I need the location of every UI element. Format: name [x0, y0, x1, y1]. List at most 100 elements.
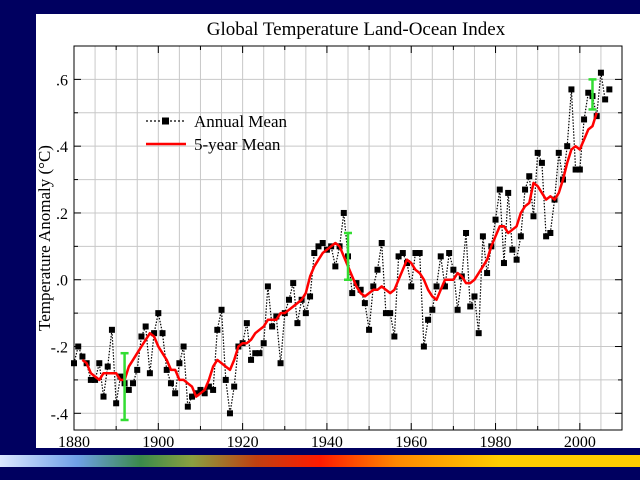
- annual-mean-point: [290, 280, 297, 287]
- annual-mean-point: [172, 390, 179, 397]
- annual-mean-point: [96, 360, 103, 367]
- annual-mean-point: [130, 380, 137, 387]
- x-tick-label: 1920: [227, 434, 259, 451]
- legend-annual-marker: [162, 117, 169, 125]
- annual-mean-point: [222, 376, 229, 383]
- y-axis-label: Temperature Anomaly (°C): [35, 145, 54, 331]
- annual-mean-point: [555, 149, 562, 156]
- annual-mean-point: [534, 149, 541, 156]
- annual-mean-point: [307, 293, 314, 300]
- annual-mean-point: [92, 376, 99, 383]
- annual-mean-point: [547, 229, 554, 236]
- annual-mean-point: [391, 333, 398, 340]
- annual-mean-point: [176, 360, 183, 367]
- y-axis-ticks: -.4 -.2 .0 .2 .4 .6: [51, 72, 622, 423]
- annual-mean-point: [108, 326, 115, 333]
- annual-mean-point: [463, 229, 470, 236]
- annual-mean-point: [404, 260, 411, 267]
- annual-mean-point: [425, 316, 432, 323]
- annual-mean-point: [163, 366, 170, 373]
- x-tick-label: 1980: [480, 434, 512, 451]
- decorative-color-strip: [0, 455, 640, 467]
- annual-mean-point: [446, 250, 453, 257]
- annual-mean-point: [277, 360, 284, 367]
- plot-area-frame: [73, 45, 623, 431]
- y-tick-label: -.2: [51, 340, 68, 357]
- annual-mean-point: [416, 250, 423, 257]
- annual-mean-point: [285, 296, 292, 303]
- annual-mean-point: [581, 116, 588, 123]
- annual-mean-point: [509, 246, 516, 253]
- annual-mean-point: [75, 343, 82, 350]
- error-bars: [120, 78, 597, 422]
- annual-mean-point: [513, 256, 520, 263]
- annual-mean-point: [496, 186, 503, 193]
- annual-mean-point: [378, 240, 385, 247]
- annual-mean-point: [87, 376, 94, 383]
- annual-mean-point: [294, 320, 301, 327]
- legend-annual-label: Annual Mean: [194, 112, 288, 131]
- annual-mean-point: [184, 403, 191, 410]
- annual-mean-point: [146, 370, 153, 377]
- annual-mean-point: [564, 143, 571, 150]
- annual-mean-point: [104, 363, 111, 370]
- annual-mean-point: [471, 293, 478, 300]
- annual-mean-point: [248, 356, 255, 363]
- annual-mean-point: [155, 310, 162, 317]
- annual-mean-point: [226, 410, 233, 417]
- x-tick-label: 1940: [311, 434, 343, 451]
- annual-mean-point: [167, 380, 174, 387]
- annual-mean-point: [437, 253, 444, 260]
- annual-mean-point: [475, 330, 482, 337]
- x-tick-label: 1900: [142, 434, 174, 451]
- annual-mean-point: [100, 393, 107, 400]
- annual-mean-point: [159, 330, 166, 337]
- annual-mean-point: [568, 86, 575, 93]
- annual-mean-point: [197, 386, 204, 393]
- annual-mean-point: [572, 166, 579, 173]
- annual-mean-point: [218, 306, 225, 313]
- annual-mean-point: [231, 383, 238, 390]
- annual-mean-point: [332, 263, 339, 270]
- annual-mean-point: [576, 166, 583, 173]
- annual-mean-point: [189, 393, 196, 400]
- annual-mean-point: [412, 250, 419, 257]
- annual-mean-point: [340, 209, 347, 216]
- annual-mean-point: [454, 306, 461, 313]
- y-tick-label: .6: [56, 72, 68, 89]
- annual-mean-point: [602, 96, 609, 103]
- annual-mean-point: [311, 250, 318, 257]
- annual-mean-point: [142, 323, 149, 330]
- five-year-mean-line: [81, 112, 598, 398]
- annual-mean-point: [597, 69, 604, 76]
- annual-mean-point: [243, 320, 250, 327]
- annual-mean-point: [138, 333, 145, 340]
- annual-mean-point: [387, 310, 394, 317]
- annual-mean-point: [492, 216, 499, 223]
- annual-mean-point: [214, 326, 221, 333]
- annual-mean-point: [484, 270, 491, 277]
- annual-mean-point: [357, 286, 364, 293]
- annual-mean-point: [450, 266, 457, 273]
- annual-mean-point: [374, 266, 381, 273]
- y-tick-label: .0: [56, 273, 68, 290]
- annual-mean-point: [433, 283, 440, 290]
- chart-legend: Annual Mean 5-year Mean: [146, 112, 288, 154]
- annual-mean-point: [264, 283, 271, 290]
- annual-mean-point: [370, 283, 377, 290]
- annual-mean-point: [315, 243, 322, 250]
- annual-mean-point: [201, 390, 208, 397]
- annual-mean-point: [193, 390, 200, 397]
- annual-mean-point: [349, 290, 356, 297]
- x-tick-label: 1960: [395, 434, 427, 451]
- annual-mean-point: [382, 310, 389, 317]
- annual-mean-line: [73, 72, 606, 414]
- annual-mean-point: [113, 400, 120, 407]
- annual-mean-point: [543, 233, 550, 240]
- slide-background: [36, 14, 640, 448]
- annual-mean-point: [585, 89, 592, 96]
- annual-mean-point: [180, 343, 187, 350]
- annual-mean-point: [353, 280, 360, 287]
- annual-mean-point: [205, 383, 212, 390]
